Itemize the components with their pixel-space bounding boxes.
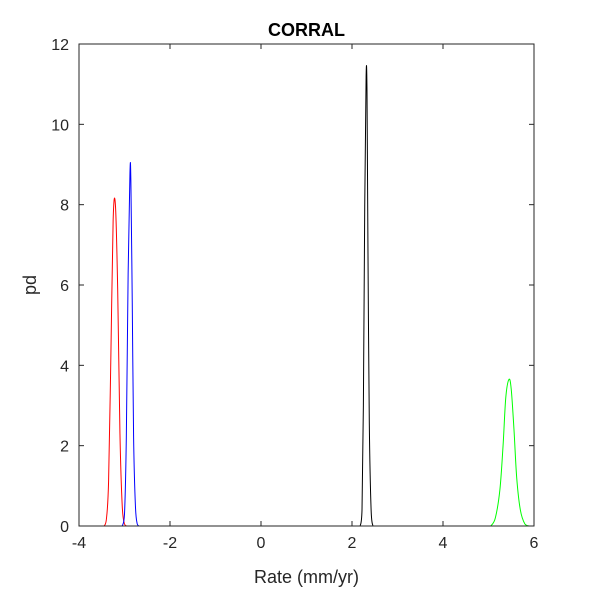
x-tick-label: 0 <box>257 535 266 552</box>
y-tick-label: 2 <box>60 439 69 456</box>
y-axis-title: pd <box>20 275 40 295</box>
density-curve-1 <box>103 197 128 527</box>
y-tick-label: 10 <box>51 117 69 134</box>
series-layer <box>103 65 530 527</box>
chart-title: CORRAL <box>268 20 345 40</box>
tick-layer: -4 -2 0 2 4 6 0 2 4 6 8 10 12 <box>51 37 538 552</box>
x-axis-title: Rate (mm/yr) <box>254 567 359 587</box>
density-curve-3 <box>359 65 374 527</box>
x-tick-label: 6 <box>530 535 539 552</box>
x-tick-label: -2 <box>163 535 177 552</box>
x-tick-label: 2 <box>348 535 357 552</box>
density-curve-2 <box>121 162 140 527</box>
x-tick-label: -4 <box>72 535 86 552</box>
plot-background <box>79 44 534 526</box>
density-curve-4 <box>490 378 530 527</box>
x-tick-label: 4 <box>439 535 448 552</box>
y-tick-label: 4 <box>60 358 69 375</box>
y-tick-label: 8 <box>60 198 69 215</box>
y-tick-label: 6 <box>60 278 69 295</box>
y-tick-label: 0 <box>60 519 69 536</box>
y-tick-label: 12 <box>51 37 69 54</box>
